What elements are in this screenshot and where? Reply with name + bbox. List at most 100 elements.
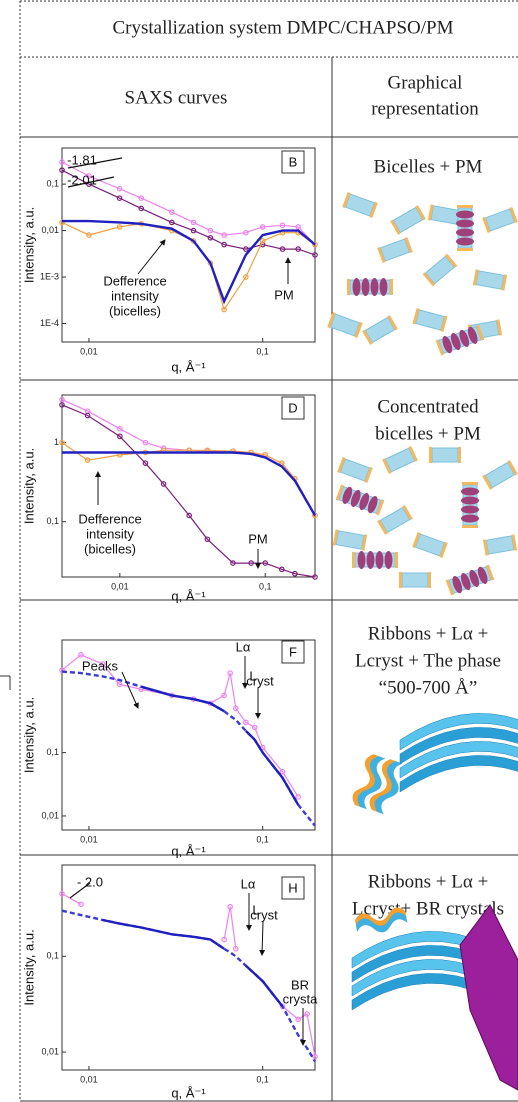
series-line [62, 170, 315, 255]
bicelle [456, 205, 474, 251]
protein [380, 278, 388, 296]
protein [362, 278, 370, 296]
bicelle-edge [395, 552, 398, 568]
bicelle [423, 254, 458, 287]
bicelle [377, 505, 413, 535]
y-tick-label: 0,1 [46, 747, 59, 757]
bicelle-body [416, 310, 445, 330]
annotation: - 2.0 [77, 874, 103, 889]
bicelle-body [485, 209, 514, 231]
bicelle-body [402, 573, 428, 587]
protein [456, 220, 474, 228]
bicelle [461, 482, 479, 528]
annotation: -2.01 [67, 172, 97, 187]
bicelle [377, 237, 413, 263]
protein [461, 515, 479, 523]
y-tick-label: 1E-3 [40, 271, 59, 281]
bicelle [445, 564, 494, 597]
y-tick-label: 0,1 [46, 179, 59, 189]
bicelle-edge [457, 205, 473, 208]
x-tick-label: 0,1 [259, 581, 272, 591]
protein [461, 497, 479, 505]
protein [456, 229, 474, 237]
annotation: intensity [86, 526, 134, 541]
annotation: cryst [246, 673, 274, 688]
annotation: (bicelles) [84, 541, 136, 556]
bicelle-edge [462, 482, 478, 485]
bicelle-edge [462, 525, 478, 528]
x-tick-label: 0,01 [80, 1074, 98, 1084]
bicelle [482, 207, 518, 233]
arrow [138, 240, 165, 274]
bicelle [352, 551, 398, 569]
representation-text: bicelles + PM [375, 423, 481, 444]
bicelle-edge [347, 279, 350, 295]
plot-frame [62, 865, 315, 1070]
bicelle [337, 457, 373, 483]
annotation: intensity [111, 288, 159, 303]
page: {"header":{"title":"Crystallization syst… [0, 0, 518, 1102]
annotation: Lα [236, 639, 251, 654]
bicelle [412, 308, 447, 332]
series-line [62, 453, 315, 516]
protein [456, 238, 474, 246]
bicelle-body [330, 314, 359, 336]
x-axis-label: q, Å⁻¹ [171, 1085, 206, 1100]
y-tick-label: 0,1 [46, 516, 59, 526]
figure: Crystallization system DMPC/CHAPSO/PM SA… [0, 0, 518, 1102]
bicelle-edge [399, 572, 402, 588]
panel-letter: H [288, 880, 297, 895]
bicelle-body [415, 534, 444, 556]
bicelle-body [340, 459, 369, 481]
annotation: PM [274, 287, 294, 302]
x-axis-label: q, Å⁻¹ [171, 588, 206, 603]
x-tick-label: 0,1 [256, 346, 269, 356]
bicelle [333, 529, 367, 550]
column-header: SAXS curves [125, 87, 228, 108]
protein [367, 551, 375, 569]
representation-text: “500-700 Å” [379, 677, 478, 698]
protein [461, 488, 479, 496]
bicelle-edge [352, 552, 355, 568]
representation-text: Ribbons + Lα + [368, 871, 489, 892]
y-tick-label: 1 [54, 437, 59, 447]
y-axis-label: Intensity, a.u. [21, 448, 36, 524]
panel-letter: D [288, 400, 297, 415]
column-header: Graphical [388, 72, 463, 93]
bicelle-body [336, 531, 364, 549]
y-axis-label: Intensity, a.u. [21, 207, 36, 283]
arrow [122, 672, 138, 708]
plot-frame [62, 148, 315, 342]
br-crystal [460, 905, 518, 1090]
bicelle [482, 460, 518, 490]
bicelle [342, 192, 378, 218]
annotation: crysta [283, 991, 318, 1006]
bicelle [335, 484, 384, 517]
bicelle [399, 572, 431, 588]
y-axis-label: Intensity, a.u. [21, 697, 36, 773]
series-line [103, 920, 283, 1006]
y-axis-label: Intensity, a.u. [21, 929, 36, 1005]
annotation: PM [248, 531, 268, 546]
bicelle [473, 269, 507, 290]
annotation: BR [291, 977, 309, 992]
x-axis-label: q, Å⁻¹ [171, 359, 206, 374]
bicelle-body [345, 194, 374, 216]
bicelle [347, 278, 393, 296]
annotation: Peaks [82, 658, 119, 673]
protein [461, 506, 479, 514]
protein [376, 551, 384, 569]
bicelle [429, 447, 461, 463]
protein [385, 551, 393, 569]
panel-letter: F [289, 644, 297, 659]
bicelle [483, 534, 517, 555]
panel-letter: B [289, 154, 298, 169]
bicelle-edge [429, 447, 432, 463]
series-line [62, 400, 315, 516]
x-axis-label: q, Å⁻¹ [171, 843, 206, 858]
annotation: Lα [241, 876, 256, 891]
bicelle-edge [428, 572, 431, 588]
bicelle-edge [458, 447, 461, 463]
x-tick-label: 0,1 [256, 1074, 269, 1084]
bicelle [327, 312, 363, 338]
